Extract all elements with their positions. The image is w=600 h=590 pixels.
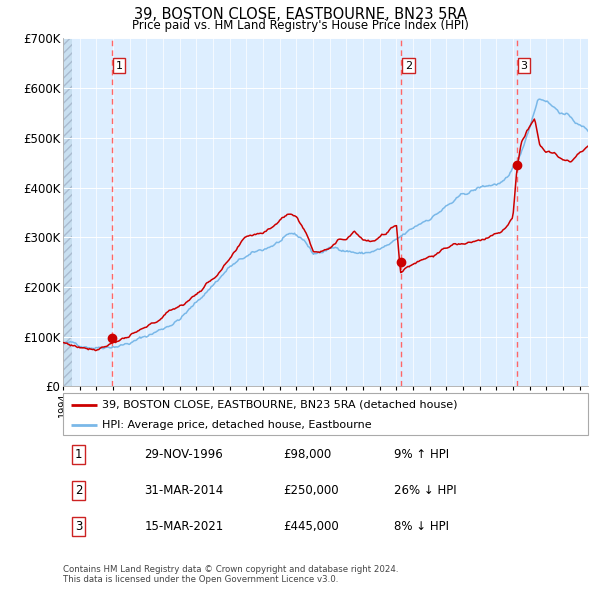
- Text: £250,000: £250,000: [284, 484, 339, 497]
- Text: 2: 2: [404, 61, 412, 71]
- Text: 3: 3: [75, 520, 82, 533]
- Text: £98,000: £98,000: [284, 448, 332, 461]
- Text: 1: 1: [75, 448, 83, 461]
- Text: 26% ↓ HPI: 26% ↓ HPI: [394, 484, 457, 497]
- Bar: [63, 38, 72, 386]
- Text: 39, BOSTON CLOSE, EASTBOURNE, BN23 5RA (detached house): 39, BOSTON CLOSE, EASTBOURNE, BN23 5RA (…: [103, 400, 458, 410]
- Text: 9% ↑ HPI: 9% ↑ HPI: [394, 448, 449, 461]
- Text: This data is licensed under the Open Government Licence v3.0.: This data is licensed under the Open Gov…: [63, 575, 338, 584]
- Text: 2: 2: [75, 484, 83, 497]
- Text: 3: 3: [521, 61, 527, 71]
- Text: 31-MAR-2014: 31-MAR-2014: [145, 484, 224, 497]
- Text: 39, BOSTON CLOSE, EASTBOURNE, BN23 5RA: 39, BOSTON CLOSE, EASTBOURNE, BN23 5RA: [134, 7, 466, 22]
- Text: HPI: Average price, detached house, Eastbourne: HPI: Average price, detached house, East…: [103, 420, 372, 430]
- Text: 8% ↓ HPI: 8% ↓ HPI: [394, 520, 449, 533]
- Text: Price paid vs. HM Land Registry's House Price Index (HPI): Price paid vs. HM Land Registry's House …: [131, 19, 469, 32]
- Text: 1: 1: [116, 61, 122, 71]
- Text: £445,000: £445,000: [284, 520, 339, 533]
- Text: 29-NOV-1996: 29-NOV-1996: [145, 448, 223, 461]
- Text: Contains HM Land Registry data © Crown copyright and database right 2024.: Contains HM Land Registry data © Crown c…: [63, 565, 398, 573]
- Text: 15-MAR-2021: 15-MAR-2021: [145, 520, 224, 533]
